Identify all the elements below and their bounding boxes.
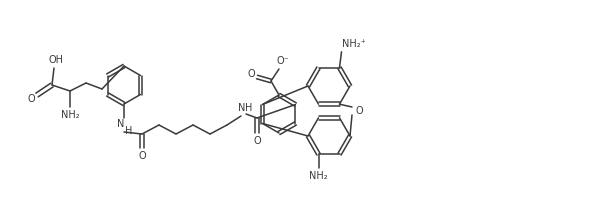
Text: NH₂: NH₂: [309, 171, 328, 181]
Text: NH₂⁺: NH₂⁺: [342, 39, 365, 49]
Text: H: H: [245, 103, 253, 113]
Text: O: O: [355, 106, 363, 116]
Text: O: O: [253, 136, 261, 146]
Text: H: H: [125, 126, 133, 136]
Text: OH: OH: [48, 55, 64, 65]
Text: N: N: [117, 119, 124, 129]
Text: O: O: [138, 151, 146, 161]
Text: O: O: [27, 94, 35, 104]
Text: N: N: [238, 103, 245, 113]
Text: NH₂: NH₂: [61, 110, 79, 120]
Text: O: O: [247, 69, 255, 79]
Text: O⁻: O⁻: [277, 56, 289, 66]
